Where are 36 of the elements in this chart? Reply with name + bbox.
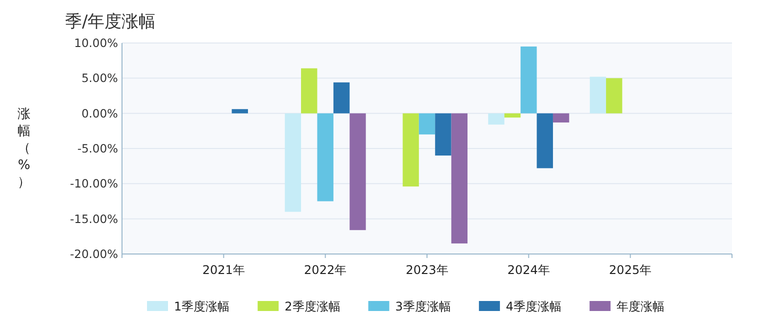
legend-label: 1季度涨幅 [174,300,230,314]
y-tick-label: 5.00% [81,71,118,86]
bar [520,46,537,114]
y-tick-label: -15.00% [70,212,118,226]
bar [536,113,553,168]
legend-label: 2季度涨幅 [284,300,340,314]
y-tick-label: -10.00% [70,176,118,191]
y-tick-label: 0.00% [81,106,118,120]
bar [552,113,570,122]
legend-label: 年度涨幅 [616,300,665,314]
bar [606,78,622,114]
bar [488,113,504,125]
x-tick-label: 2023年 [406,263,448,277]
x-tick-label: 2024年 [507,263,550,277]
legend-label: 4季度涨幅 [506,300,562,314]
bar [333,82,350,114]
x-tick-label: 2022年 [304,263,347,277]
x-tick-label: 2021年 [202,263,245,277]
bar [317,113,334,202]
x-tick-label: 2025年 [609,263,652,277]
bar [504,113,521,118]
bar [590,76,606,114]
bar [301,68,318,114]
y-tick-label: 10.00% [74,36,118,50]
chart-title: 季/年度涨幅 [65,12,156,32]
bar [350,113,366,230]
bar [451,113,468,244]
bar [435,113,452,156]
y-tick-label: -5.00% [77,142,118,156]
y-axis-title: 涨幅（%） [18,107,30,190]
bar [284,113,302,212]
y-tick-label: -20.00% [70,247,118,261]
bar [402,113,419,186]
bar [418,113,436,134]
legend-label: 3季度涨幅 [395,300,451,314]
bar [232,109,248,114]
